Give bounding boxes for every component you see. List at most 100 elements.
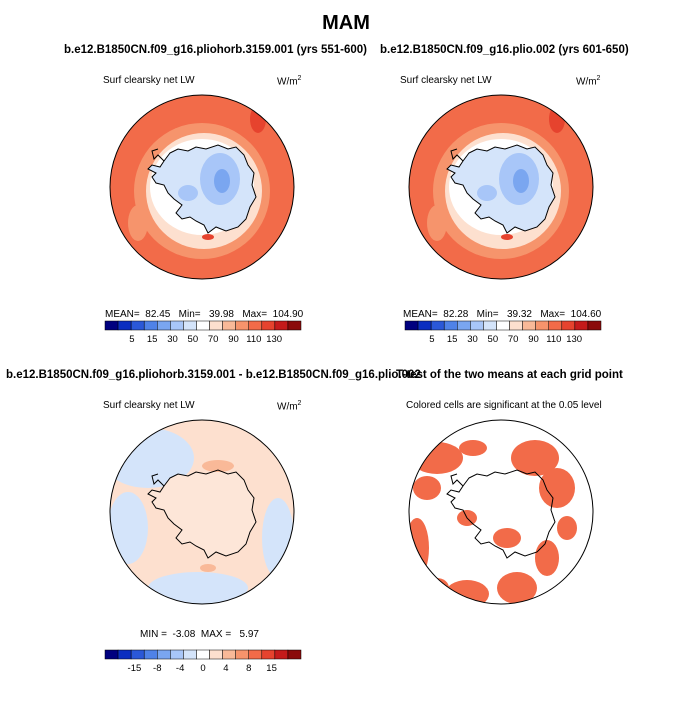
map-boundary xyxy=(408,419,594,605)
colorbar-swatch xyxy=(404,320,419,331)
map-boundary xyxy=(109,419,295,605)
ttest-significant-region xyxy=(493,528,521,548)
antarctica-coastline xyxy=(446,469,556,559)
colorbar-swatch xyxy=(496,320,510,331)
colorbar-tick-label: 50 xyxy=(188,334,199,345)
map-boundary xyxy=(408,94,594,280)
diff-north-positive xyxy=(202,460,234,472)
panel2-unit-label: W/m2 xyxy=(576,75,601,88)
colorbar-swatch xyxy=(522,320,536,331)
colorbar-tick-label: 70 xyxy=(208,334,219,345)
field-west-low xyxy=(477,185,497,201)
colorbar-swatch xyxy=(183,320,197,331)
panel4-significance-label: Colored cells are significant at the 0.0… xyxy=(406,400,602,411)
field-plateau-min xyxy=(214,169,230,193)
antarctica-coastline xyxy=(147,469,257,559)
colorbar-swatch xyxy=(587,320,602,331)
colorbar-tick-label: 30 xyxy=(167,334,178,345)
colorbar-swatch xyxy=(509,320,523,331)
colorbar-tick-label: 130 xyxy=(566,334,582,345)
colorbar-swatch xyxy=(209,649,223,660)
colorbar-tick-label: 90 xyxy=(528,334,539,345)
field-west-low xyxy=(178,185,198,201)
peninsula-coastline xyxy=(151,473,165,487)
field-west-band xyxy=(427,205,447,241)
colorbar-swatch xyxy=(170,320,184,331)
diff-east-negative xyxy=(262,498,294,578)
map-boundary xyxy=(109,94,295,280)
colorbar-tick-label: 15 xyxy=(266,663,277,674)
colorbar-tick-label: 5 xyxy=(429,334,434,345)
colorbar-tick-label: 110 xyxy=(546,334,561,345)
colorbar-tick-label: 0 xyxy=(200,663,205,674)
panel4-title: T-test of the two means at each grid poi… xyxy=(396,369,623,381)
colorbar-swatch xyxy=(248,649,263,660)
colorbar-swatch xyxy=(143,320,158,331)
colorbar-swatch xyxy=(130,649,145,660)
panel2-title: b.e12.B1850CN.f09_g16.plio.002 (yrs 601-… xyxy=(380,44,629,56)
field-west-band xyxy=(128,205,148,241)
colorbar-swatch xyxy=(104,649,119,660)
panel1-variable-label: Surf clearsky net LW xyxy=(103,75,195,86)
colorbar-swatch xyxy=(274,649,289,660)
peninsula-coastline xyxy=(151,148,165,162)
colorbar-swatch xyxy=(222,649,236,660)
colorbar-tick-label: 15 xyxy=(447,334,458,345)
colorbar-tick-label: -8 xyxy=(153,663,161,674)
panel3-unit-label: W/m2 xyxy=(277,400,302,413)
colorbar-tick-label: 15 xyxy=(147,334,158,345)
colorbar-swatch xyxy=(183,649,197,660)
diff-south-negative xyxy=(148,572,248,604)
diff-continent xyxy=(148,470,256,558)
antarctica-coastline xyxy=(147,144,257,234)
colorbar-swatch xyxy=(457,320,471,331)
field-plateau-min xyxy=(513,169,529,193)
colorbar-swatch xyxy=(222,320,236,331)
ttest-significant-region xyxy=(425,578,449,598)
colorbar-swatch xyxy=(261,649,276,660)
colorbar-swatch xyxy=(209,320,223,331)
colorbar-tick-label: 8 xyxy=(246,663,251,674)
colorbar-swatch xyxy=(196,320,210,331)
colorbar-swatch xyxy=(274,320,289,331)
colorbar-swatch xyxy=(235,320,249,331)
colorbar-tick-label: 70 xyxy=(508,334,519,345)
diff-west-negative xyxy=(110,492,148,564)
colorbar-swatch xyxy=(117,649,132,660)
colorbar-swatch xyxy=(248,320,263,331)
colorbar-swatch xyxy=(170,649,184,660)
colorbar-tick-label: 5 xyxy=(129,334,134,345)
colorbar-tick-label: 110 xyxy=(246,334,261,345)
colorbar-swatch xyxy=(235,649,249,660)
panel1-map xyxy=(109,94,295,280)
colorbar-swatch xyxy=(130,320,145,331)
panel3-map xyxy=(109,419,295,605)
ttest-significant-region xyxy=(445,580,489,604)
panel2-map xyxy=(408,94,594,280)
ttest-significant-region xyxy=(413,476,441,500)
colorbar-tick-label: 50 xyxy=(488,334,499,345)
panel3-title: b.e12.B1850CN.f09_g16.pliohorb.3159.001 … xyxy=(6,369,421,381)
ttest-background xyxy=(409,420,593,604)
colorbar-swatch xyxy=(548,320,563,331)
panel2-colorbar: 5 15 30 50 70 90 110 130 xyxy=(404,320,602,345)
ttest-significant-region xyxy=(557,516,577,540)
colorbar-swatch xyxy=(104,320,119,331)
peninsula-coastline xyxy=(450,148,464,162)
colorbar-swatch xyxy=(287,649,302,660)
peninsula-coastline xyxy=(450,473,464,487)
colorbar-swatch xyxy=(417,320,432,331)
colorbar-swatch xyxy=(561,320,576,331)
colorbar-tick-label: -4 xyxy=(176,663,184,674)
panel3-variable-label: Surf clearsky net LW xyxy=(103,400,195,411)
colorbar-swatch xyxy=(287,320,302,331)
panel1-unit-label: W/m2 xyxy=(277,75,302,88)
panel4-map xyxy=(408,419,594,605)
panel1-title: b.e12.B1850CN.f09_g16.pliohorb.3159.001 … xyxy=(64,44,367,56)
colorbar-swatch xyxy=(196,649,210,660)
ttest-significant-region xyxy=(409,518,429,578)
colorbar-tick-label: 130 xyxy=(266,334,282,345)
panel1-colorbar: 5 15 30 50 70 90 110 130 xyxy=(104,320,302,345)
colorbar-tick-label: -15 xyxy=(128,663,142,674)
colorbar-swatch xyxy=(535,320,549,331)
